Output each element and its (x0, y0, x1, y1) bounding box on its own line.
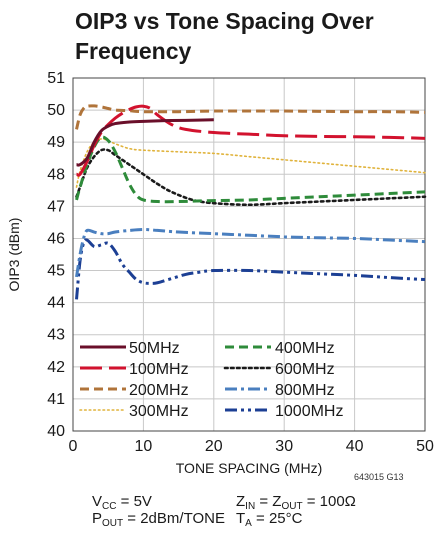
x-axis-label: TONE SPACING (MHz) (176, 460, 323, 476)
series-line-1000mhz (75, 238, 426, 300)
y-tick-label: 48 (47, 166, 65, 183)
plot-frame (72, 77, 426, 432)
x-tick-label: 40 (346, 438, 364, 455)
y-tick-label: 47 (47, 198, 65, 215)
chart-title-line-1: OIP3 vs Tone Spacing Over (75, 8, 374, 34)
chart-title: OIP3 vs Tone Spacing Over Frequency (75, 6, 435, 66)
y-tick-label: 43 (47, 327, 65, 344)
legend-label-800mhz: 800MHz (275, 382, 335, 399)
x-tick-label: 10 (135, 438, 153, 455)
x-tick-label: 30 (275, 438, 293, 455)
figure-id: 643015 G13 (354, 472, 404, 482)
legend-label-300mhz: 300MHz (129, 403, 189, 420)
series-line-50mhz (76, 118, 214, 167)
y-tick-label: 51 (47, 70, 65, 87)
legend-label-50mhz: 50MHz (129, 340, 180, 357)
legend-label-200mhz: 200MHz (129, 382, 189, 399)
series-line-600mhz (75, 148, 427, 207)
x-tick-label: 50 (416, 438, 434, 455)
condition-vcc: VCC = 5V (92, 493, 152, 512)
y-tick-label: 44 (47, 295, 65, 312)
plot-area (73, 78, 425, 431)
series-line-800mhz (75, 227, 426, 278)
y-tick-label: 40 (47, 423, 65, 440)
y-tick-label: 50 (47, 102, 65, 119)
y-tick-label: 46 (47, 230, 65, 247)
y-tick-label: 45 (47, 263, 65, 280)
legend-label-100mhz: 100MHz (129, 361, 189, 378)
legend-label-600mhz: 600MHz (275, 361, 335, 378)
series-line-200mhz (75, 104, 426, 130)
x-tick-label: 20 (205, 438, 223, 455)
y-tick-label: 49 (47, 134, 65, 151)
y-axis-label: OIP3 (dBm) (6, 218, 22, 292)
condition-zin: ZIN = ZOUT = 100Ω (236, 493, 356, 512)
legend-label-1000mhz: 1000MHz (275, 403, 343, 420)
y-tick-label: 41 (47, 391, 65, 408)
condition-pout: POUT = 2dBm/TONE (92, 510, 225, 529)
legend-label-400mhz: 400MHz (275, 340, 335, 357)
y-tick-label: 42 (47, 359, 65, 376)
condition-ta: TA = 25°C (236, 510, 303, 529)
x-tick-label: 0 (69, 438, 78, 455)
chart-title-line-2: Frequency (75, 38, 192, 64)
